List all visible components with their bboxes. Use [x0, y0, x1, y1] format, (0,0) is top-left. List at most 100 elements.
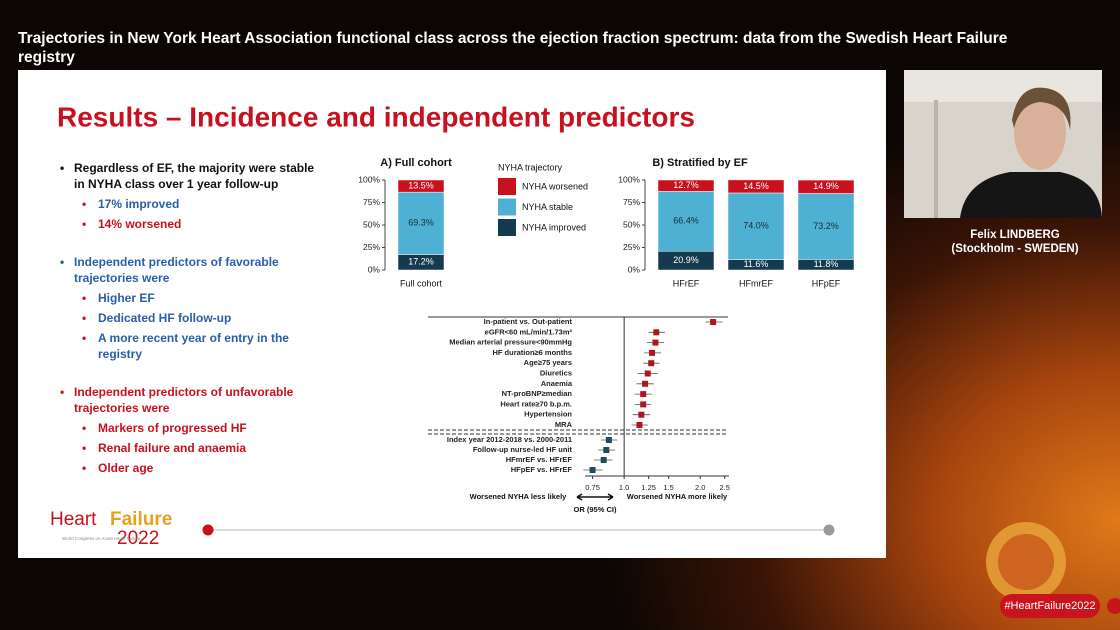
value-label: 74.0% [743, 221, 769, 231]
estimate [600, 457, 607, 463]
sub-bullet: Dedicated HF follow-up [74, 310, 318, 326]
value-label: 17.2% [408, 257, 434, 267]
bar-segment [797, 179, 855, 194]
row-label: Heart rate≥70 b.p.m. [500, 399, 572, 408]
sub-bullet: Older age [74, 460, 318, 476]
double-arrow [576, 493, 614, 501]
row-label: NT-proBNP≥median [502, 389, 573, 398]
estimate [648, 360, 655, 367]
legend-label: NYHA improved [522, 222, 586, 232]
webcam-person-body [960, 172, 1102, 218]
value-label: 20.9% [673, 255, 699, 265]
estimate [640, 401, 647, 408]
estimate [605, 437, 612, 443]
bullet-text: Independent predictors of favorable traj… [74, 255, 279, 285]
bullet: Regardless of EF, the majority were stab… [58, 160, 318, 232]
value-label: 14.9% [813, 181, 839, 191]
y-tick-label: 50% [363, 219, 380, 229]
row-label: Median arterial pressure<90mmHg [449, 338, 572, 347]
sub-bullet: Markers of progressed HF [74, 420, 318, 436]
speaker-affiliation: (Stockholm - SWEDEN) [951, 243, 1078, 255]
y-tick-label: 50% [623, 219, 640, 229]
slide-title: Results – Incidence and independent pred… [57, 101, 695, 132]
x-tick-label: HFmrEF [739, 278, 773, 288]
y-tick-label: 75% [363, 197, 380, 207]
value-label: 69.3% [408, 218, 434, 228]
webcam-person-head [1014, 94, 1066, 170]
x-axis-label: OR (95% CI) [574, 505, 617, 514]
x-tick-label: Full cohort [400, 278, 443, 288]
video-title: Trajectories in New York Heart Associati… [18, 30, 1008, 66]
left-note: Worsened NYHA less likely [470, 492, 568, 501]
x-tick-label: HFrEF [673, 278, 700, 288]
y-tick-label: 100% [618, 174, 640, 184]
x-tick-label: 2.0 [695, 483, 705, 492]
value-label: 66.4% [673, 216, 699, 226]
estimate [653, 329, 660, 336]
webcam-door [934, 100, 938, 218]
webcam-wall [904, 70, 1102, 102]
x-tick-label: 0.75 [585, 483, 600, 492]
legend-swatch [498, 178, 516, 195]
row-label: Age≥75 years [524, 358, 572, 367]
x-tick-label: 2.5 [719, 483, 729, 492]
row-label: Anaemia [541, 379, 573, 388]
y-tick-label: 25% [363, 242, 380, 252]
row-label: Follow-up nurse-led HF unit [473, 445, 573, 454]
y-tick-label: 0% [368, 264, 381, 274]
footer-dot-end [823, 524, 835, 536]
speaker-name: Felix LINDBERG [970, 229, 1060, 241]
emblem-inner [998, 534, 1054, 590]
bullet-text: Independent predictors of unfavorable tr… [74, 385, 294, 415]
row-label: HFmrEF vs. HFrEF [506, 455, 573, 464]
sub-bullet: 17% improved [74, 196, 318, 212]
x-tick-label: 1.0 [619, 483, 629, 492]
bullet: Independent predictors of unfavorable tr… [58, 384, 318, 476]
y-tick-label: 100% [358, 174, 380, 184]
x-tick-label: 1.5 [663, 483, 673, 492]
legend-label: NYHA worsened [522, 181, 588, 191]
bullet-text: Regardless of EF, the majority were stab… [74, 161, 315, 191]
row-label: eGFR<60 mL/min/1.73m² [485, 327, 573, 336]
logo-word2: Failure [110, 509, 172, 530]
row-label: In-patient vs. Out-patient [484, 317, 573, 326]
estimate [589, 467, 596, 473]
estimate [642, 380, 649, 387]
bar-segment [397, 179, 445, 193]
bullet: Independent predictors of favorable traj… [58, 254, 318, 362]
y-tick-label: 0% [628, 264, 641, 274]
sub-bullet-list: 17% improved 14% worsened [74, 196, 318, 232]
bar-segment [397, 191, 445, 255]
legend-title: NYHA trajectory [498, 162, 563, 172]
sub-bullet: Higher EF [74, 290, 318, 306]
estimate [638, 411, 645, 418]
value-label: 11.6% [744, 259, 769, 269]
bar-segment [657, 191, 715, 252]
sub-bullet: 14% worsened [74, 216, 318, 232]
estimate [640, 391, 647, 398]
hashtag-dot [1107, 598, 1120, 614]
bar-segment [727, 192, 785, 260]
value-label: 13.5% [408, 180, 434, 190]
estimate [636, 422, 643, 428]
value-label: 12.7% [673, 180, 699, 190]
row-label: HFpEF vs. HFrEF [511, 465, 573, 474]
row-label: MRA [555, 420, 573, 429]
x-tick-label: HFpEF [812, 278, 841, 288]
y-tick-label: 75% [623, 197, 640, 207]
value-label: 73.2% [813, 221, 839, 231]
logo-year: 2022 [117, 528, 159, 549]
sub-bullet-list: Markers of progressed HF Renal failure an… [74, 420, 318, 476]
row-label: HF duration≥6 months [492, 348, 572, 357]
hashtag: #HeartFailure2022 [1004, 600, 1095, 612]
estimate [652, 339, 659, 346]
estimate [649, 349, 656, 356]
bar-segment [657, 179, 715, 192]
row-label: Index year 2012-2018 vs. 2000-2011 [447, 435, 572, 444]
value-label: 11.8% [814, 259, 839, 269]
right-note: Worsened NYHA more likely [627, 492, 728, 501]
bar-segment [797, 193, 855, 260]
chart-title: A) Full cohort [380, 157, 452, 169]
